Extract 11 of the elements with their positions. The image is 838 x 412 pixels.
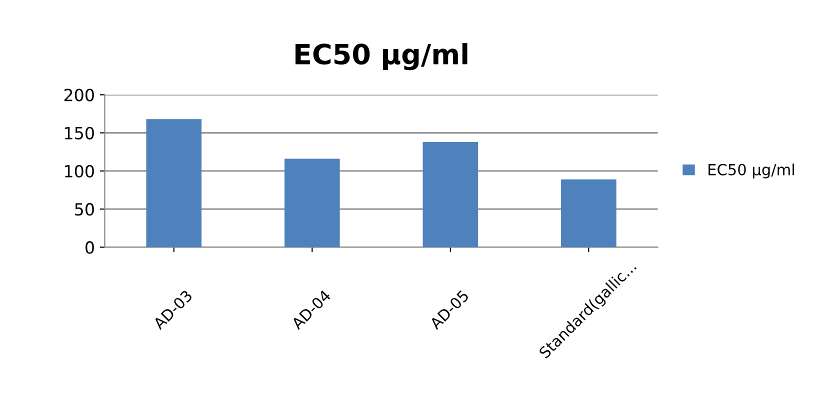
y-tick-label: 50: [75, 203, 94, 216]
bar: [422, 142, 478, 248]
bar: [146, 119, 202, 248]
legend-label: EC50 µg/ml: [708, 164, 794, 178]
y-tick-label: 200: [64, 88, 94, 102]
y-tick-label: 100: [65, 164, 94, 178]
bar: [284, 158, 340, 248]
bar: [561, 179, 616, 248]
y-tick-label: 150: [65, 126, 94, 140]
chart-title: EC50 µg/ml: [296, 43, 468, 70]
y-tick-label: 0: [86, 241, 94, 254]
